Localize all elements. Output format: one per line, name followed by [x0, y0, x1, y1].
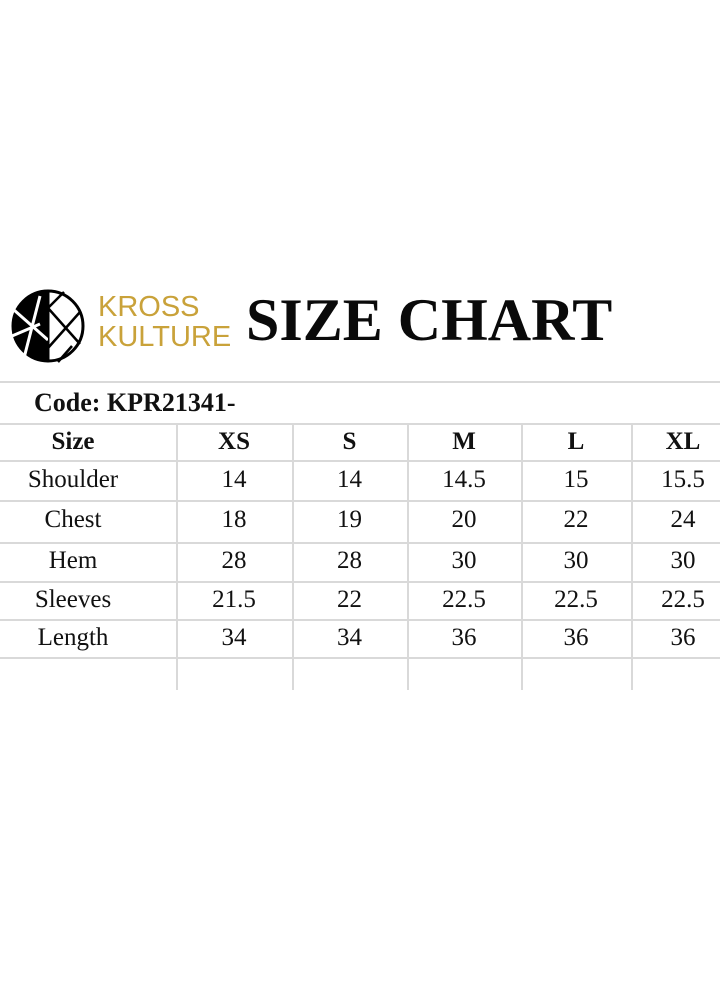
row-divider: [0, 581, 720, 583]
row-divider: [0, 657, 720, 659]
column-header: L: [567, 428, 585, 455]
table-cell: 15: [563, 466, 589, 493]
column-header: S: [342, 428, 357, 455]
row-label: Shoulder: [27, 466, 119, 493]
row-label: Length: [37, 624, 109, 651]
column-divider: [631, 423, 633, 690]
table-cell: 15.5: [661, 466, 705, 493]
table-cell: 22.5: [554, 586, 598, 613]
page-title: SIZE CHART: [246, 287, 613, 353]
product-code: Code: KPR21341-: [34, 388, 236, 417]
table-cell: 36: [451, 624, 477, 651]
row-divider: [0, 460, 720, 462]
column-header: M: [452, 428, 476, 455]
row-label: Chest: [44, 506, 102, 533]
kross-kulture-logo: [11, 289, 85, 363]
row-label: Hem: [48, 547, 98, 574]
column-header: XL: [665, 428, 701, 455]
table-cell: 22: [337, 586, 362, 613]
brand-line2: KULTURE: [98, 321, 232, 353]
column-divider: [407, 423, 409, 690]
table-cell: 30: [563, 547, 589, 574]
row-divider: [0, 542, 720, 544]
table-cell: 19: [337, 506, 362, 533]
column-divider: [292, 423, 294, 690]
table-cell: 22: [563, 506, 589, 533]
row-divider: [0, 619, 720, 621]
column-divider: [521, 423, 523, 690]
table-cell: 34: [221, 624, 247, 651]
table-cell: 18: [221, 506, 247, 533]
table-cell: 36: [563, 624, 589, 651]
row-label: Sleeves: [34, 586, 112, 613]
row-divider: [0, 423, 720, 425]
table-cell: 30: [451, 547, 477, 574]
column-header: Size: [51, 428, 95, 455]
table-cell: 20: [451, 506, 477, 533]
table-cell: 36: [670, 624, 696, 651]
table-cell: 14.5: [442, 466, 486, 493]
table-cell: 14: [221, 466, 247, 493]
column-header: XS: [218, 428, 250, 455]
brand-name: KROSS KULTURE: [98, 292, 231, 352]
table-cell: 21.5: [212, 586, 256, 613]
table-cell: 28: [337, 547, 362, 574]
column-divider: [176, 423, 178, 690]
table-cell: 22.5: [442, 586, 486, 613]
table-cell: 28: [221, 547, 247, 574]
table-cell: 30: [670, 547, 696, 574]
divider: [0, 381, 720, 383]
table-cell: 34: [337, 624, 362, 651]
table-cell: 14: [337, 466, 362, 493]
row-divider: [0, 500, 720, 502]
brand-line1: KROSS: [98, 291, 200, 323]
table-cell: 24: [670, 506, 696, 533]
table-cell: 22.5: [661, 586, 705, 613]
